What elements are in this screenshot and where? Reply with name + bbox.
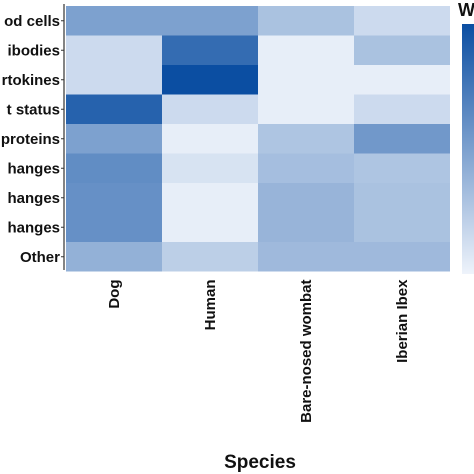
- x-tick-label: Bare-nosed wombat: [298, 279, 315, 422]
- y-tick-label: od cells: [4, 13, 60, 30]
- heatmap-cell: [66, 212, 162, 242]
- heatmap-cells: [66, 6, 450, 272]
- x-tick-label: Human: [202, 280, 219, 331]
- x-tick-label: Dog: [106, 280, 123, 309]
- heatmap-cell: [354, 35, 450, 65]
- heatmap-cell: [258, 94, 354, 124]
- y-tick-label: Other: [20, 249, 60, 266]
- heatmap-cell: [258, 212, 354, 242]
- heatmap-cell: [162, 242, 258, 272]
- heatmap-cell: [258, 183, 354, 213]
- heatmap-cell: [66, 65, 162, 95]
- y-tick-label: rtokines: [2, 72, 60, 89]
- heatmap-cell: [66, 183, 162, 213]
- x-axis-label: Species: [224, 452, 296, 473]
- y-tick-label: hanges: [7, 160, 60, 177]
- heatmap-cell: [162, 35, 258, 65]
- heatmap-cell: [66, 242, 162, 272]
- heatmap-cell: [354, 242, 450, 272]
- heatmap-cell: [162, 6, 258, 36]
- heatmap-cell: [258, 124, 354, 154]
- heatmap-cell: [162, 124, 258, 154]
- y-tick-label: hanges: [7, 190, 60, 207]
- heatmap-cell: [66, 124, 162, 154]
- legend-title: W: [458, 0, 474, 20]
- heatmap-cell: [162, 94, 258, 124]
- heatmap-cell: [162, 153, 258, 183]
- heatmap-cell: [354, 124, 450, 154]
- heatmap-cell: [258, 153, 354, 183]
- heatmap-cell: [354, 153, 450, 183]
- heatmap-cell: [354, 183, 450, 213]
- y-tick-label: proteins: [1, 131, 60, 148]
- heatmap-cell: [162, 183, 258, 213]
- y-tick-label: hanges: [7, 219, 60, 236]
- heatmap-cell: [354, 6, 450, 36]
- heatmap-cell: [258, 6, 354, 36]
- heatmap-cell: [66, 6, 162, 36]
- heatmap-cell: [162, 212, 258, 242]
- heatmap-cell: [258, 35, 354, 65]
- heatmap-cell: [162, 65, 258, 95]
- heatmap-cell: [354, 65, 450, 95]
- heatmap-cell: [258, 242, 354, 272]
- x-tick-label: Iberian Ibex: [394, 279, 411, 363]
- y-tick-label: t status: [7, 101, 60, 118]
- heatmap-cell: [354, 94, 450, 124]
- legend-colorbar: [462, 24, 474, 274]
- heatmap-cell: [66, 153, 162, 183]
- y-tick-label: ibodies: [7, 42, 60, 59]
- heatmap-cell: [66, 35, 162, 65]
- color-legend: W: [458, 0, 474, 274]
- heatmap-cell: [66, 94, 162, 124]
- heatmap-cell: [258, 65, 354, 95]
- y-axis-ticks: od cells ibodies rtokines t status proteins h…: [1, 13, 64, 266]
- heatmap-cell: [354, 212, 450, 242]
- x-axis-ticks: Dog Human Bare-nosed wombat Iberian Ibex: [106, 279, 411, 423]
